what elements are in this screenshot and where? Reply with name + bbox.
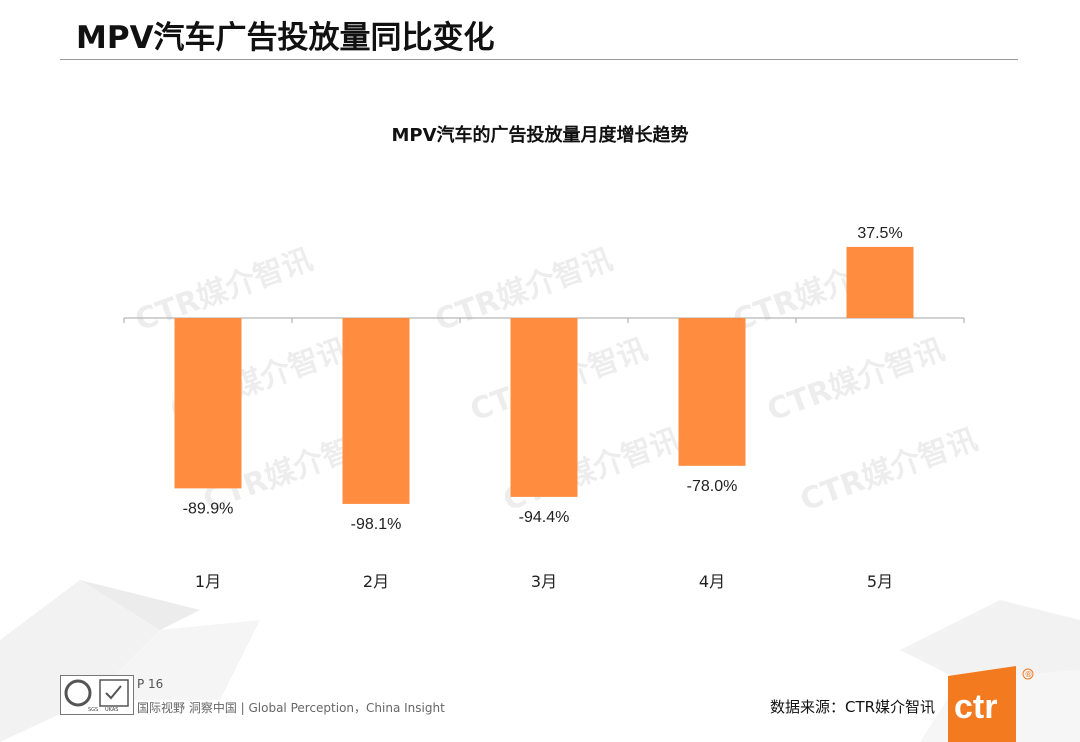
- svg-text:UKAS: UKAS: [105, 707, 118, 713]
- bar-chart: -89.9% 1月 -98.1% 2月 -94.4% 3月 -78.0% 4月 37.5% 5月: [123, 225, 965, 591]
- ctr-logo: ctr ®: [948, 666, 1034, 742]
- data-label: 37.5%: [857, 225, 902, 242]
- data-source: 数据来源：CTR媒介智讯: [770, 698, 936, 716]
- x-tick-label: 2月: [363, 572, 389, 591]
- title-divider: [60, 59, 1018, 60]
- svg-text:ctr: ctr: [954, 688, 997, 726]
- svg-text:SGS: SGS: [88, 707, 98, 713]
- data-label: -89.9%: [183, 500, 234, 517]
- bar: [174, 318, 242, 489]
- data-label: -98.1%: [351, 516, 402, 533]
- page-title: MPV汽车广告投放量同比变化: [76, 20, 495, 56]
- bar: [846, 246, 914, 318]
- bar: [510, 318, 578, 497]
- ukas-icon: [99, 679, 129, 707]
- bar: [678, 318, 746, 466]
- svg-text:®: ®: [1025, 670, 1033, 679]
- chart-title: MPV汽车的广告投放量月度增长趋势: [391, 125, 689, 146]
- footer-slogan: 国际视野 洞察中国 | Global Perception，China Insi…: [137, 701, 445, 715]
- certification-logos: SGS UKAS: [60, 675, 134, 715]
- data-label: -94.4%: [519, 509, 570, 526]
- page-number: P 16: [137, 677, 164, 691]
- sgs-icon: [64, 679, 92, 707]
- x-tick-label: 1月: [195, 572, 221, 591]
- x-tick-label: 3月: [531, 572, 557, 591]
- x-tick-label: 4月: [699, 572, 725, 591]
- data-label: -78.0%: [687, 478, 738, 495]
- x-tick-label: 5月: [867, 572, 893, 591]
- bar: [342, 318, 410, 504]
